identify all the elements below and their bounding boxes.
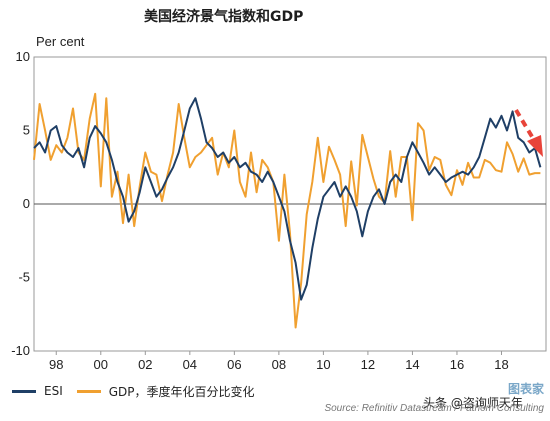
y-axis-unit-label: Per cent: [36, 34, 85, 49]
chart-title: 美国经济景气指数和GDP: [144, 9, 304, 25]
series-line-esi: [33, 97, 542, 301]
x-tick-label: 16: [450, 357, 464, 372]
legend-label-esi: ESI: [44, 384, 63, 398]
x-tick-label: 10: [316, 357, 330, 372]
y-tick-label: 0: [23, 196, 30, 211]
chart-legend: ESI GDP，季度年化百分比变化: [12, 381, 269, 401]
x-tick-label: 06: [227, 357, 241, 372]
legend-swatch-gdp: [76, 389, 101, 393]
x-tick-label: 12: [361, 357, 375, 372]
trend-arrow-head: [527, 135, 543, 157]
source-note: Source: Refinitiv Datastream / Fathom Co…: [324, 403, 544, 414]
y-tick-label: -5: [18, 270, 30, 285]
legend-swatch-esi: [12, 389, 36, 393]
trend-arrow-shaft: [514, 108, 536, 142]
y-tick-label: 10: [16, 49, 30, 64]
x-tick-label: 98: [49, 357, 63, 372]
legend-item-gdp: GDP，季度年化百分比变化: [76, 383, 255, 400]
y-tick-label: -10: [11, 343, 30, 358]
watermark-logo-text: 图表家: [507, 382, 544, 396]
series-line-gdp: [33, 92, 541, 329]
x-tick-label: 08: [272, 357, 286, 372]
x-tick-label: 02: [138, 357, 152, 372]
legend-label-gdp: GDP，季度年化百分比变化: [108, 384, 255, 399]
x-tick-label: 18: [494, 357, 508, 372]
x-tick-label: 04: [183, 357, 197, 372]
y-tick-label: 5: [23, 123, 30, 138]
legend-item-esi: ESI: [12, 384, 63, 398]
watermark-author: 头条 @咨询师天年: [423, 396, 523, 410]
x-tick-label: 14: [405, 357, 419, 372]
x-tick-label: 00: [94, 357, 108, 372]
